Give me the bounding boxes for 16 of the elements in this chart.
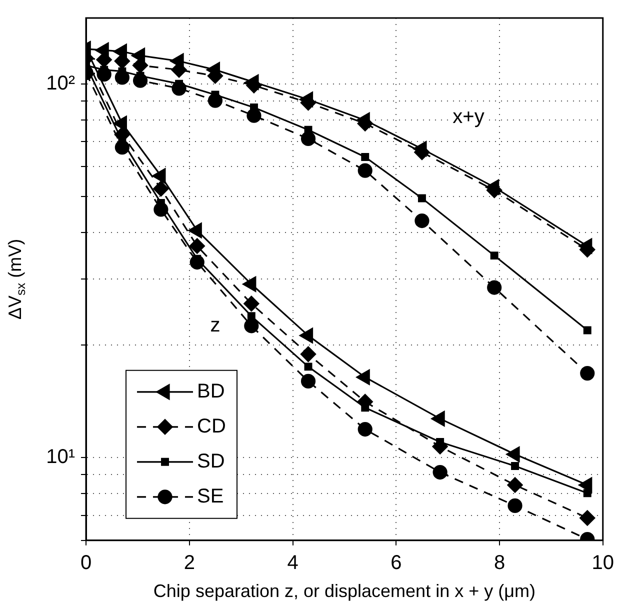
x-tick-label: 2 (184, 552, 195, 574)
x-tick-label: 8 (494, 552, 506, 574)
y-tick-label: 10¹ (46, 446, 76, 468)
y-axis-title: ΔVsx (mV) (4, 238, 28, 320)
x-axis-title: Chip separation z, or displacement in x + y (μm) (153, 581, 536, 602)
x-tick-label: 10 (592, 552, 614, 574)
annotation: x+y (452, 106, 484, 128)
y-tick-label: 10² (46, 72, 76, 94)
legend-label: BD (197, 380, 225, 402)
x-tick-label: 0 (80, 552, 92, 574)
x-tick-label: 4 (287, 552, 298, 574)
annotation: z (210, 314, 220, 337)
x-tick-label: 6 (390, 552, 402, 574)
legend-label: SE (197, 485, 224, 508)
legend-label: CD (197, 415, 226, 438)
legend-label: SD (197, 450, 225, 472)
